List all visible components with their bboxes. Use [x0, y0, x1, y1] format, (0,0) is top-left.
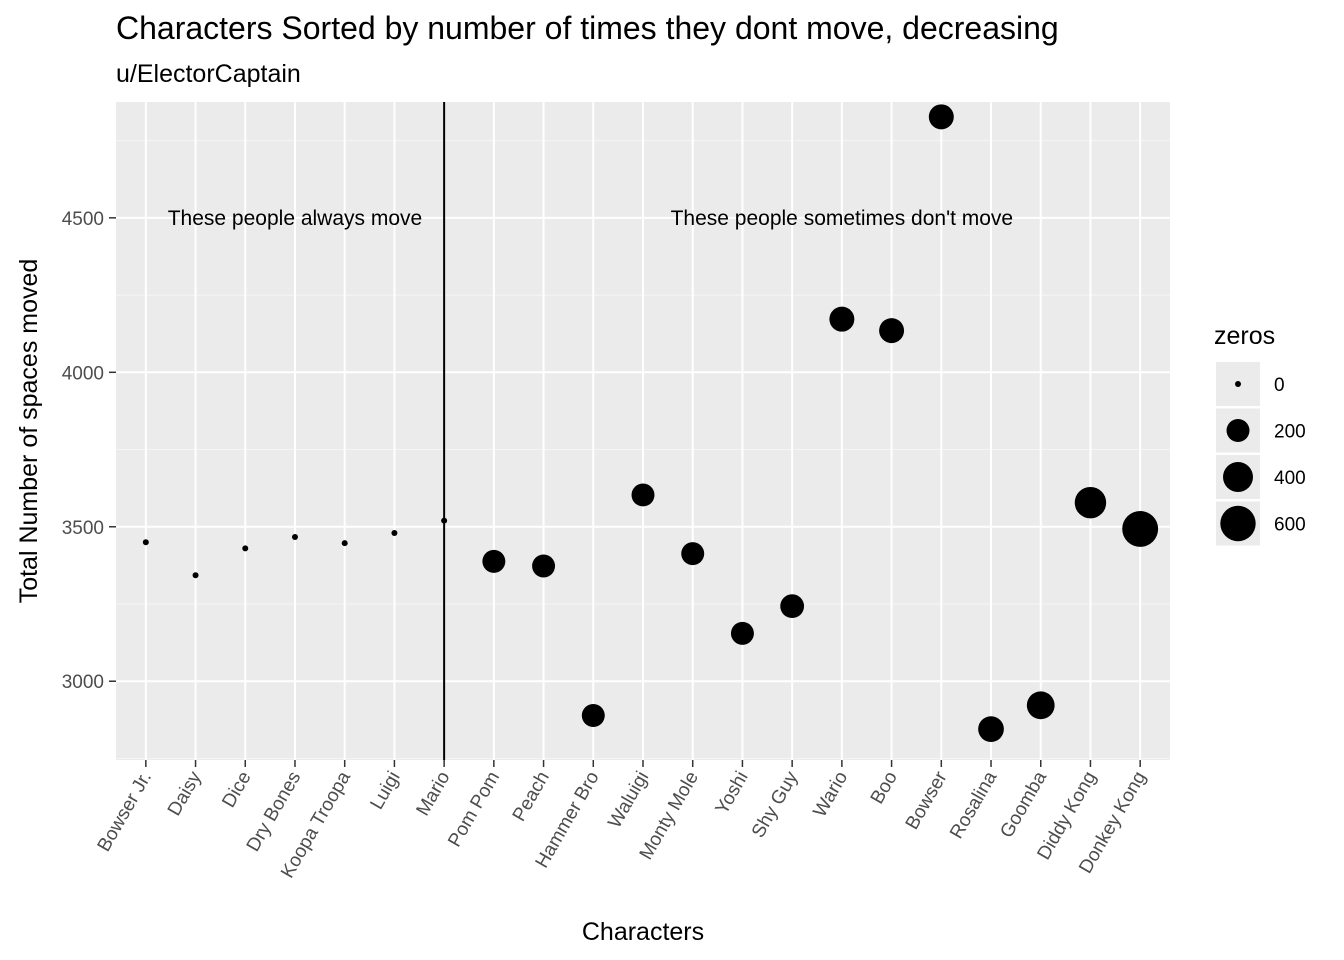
legend-key-point: [1223, 462, 1253, 492]
data-point: [928, 104, 954, 130]
chart-subtitle: u/ElectorCaptain: [116, 60, 301, 88]
data-point: [879, 318, 905, 344]
legend-label: 600: [1274, 515, 1306, 536]
annotation-text: These people always move: [168, 207, 422, 230]
data-point: [192, 572, 199, 579]
x-tick-label: Bowser: [902, 767, 952, 833]
data-points: [142, 104, 1159, 742]
x-tick-label: Boo: [867, 768, 902, 808]
legend-title: zeros: [1214, 322, 1275, 350]
x-tick-label: Dice: [218, 768, 255, 811]
data-point: [391, 529, 398, 536]
size-legend: zeros 0 200 400 600: [1214, 322, 1306, 546]
data-point: [730, 621, 754, 645]
x-tick-label: Daisy: [164, 768, 206, 820]
legend-label: 0: [1274, 375, 1285, 396]
y-tick-label: 4000: [62, 363, 104, 384]
chart-title: Characters Sorted by number of times the…: [116, 10, 1059, 46]
legend-key-point: [1220, 505, 1256, 542]
x-tick-label: Wario: [810, 768, 853, 821]
x-tick-label: Waluigi: [604, 768, 653, 832]
data-point: [681, 542, 705, 566]
data-point: [532, 554, 556, 578]
data-point: [1074, 486, 1107, 519]
data-point: [341, 540, 348, 547]
legend-label: 400: [1274, 468, 1306, 489]
legend-key-point: [1226, 419, 1250, 442]
x-tick-label: Goomba: [996, 768, 1051, 842]
legend-key-point: [1235, 381, 1241, 387]
y-tick-label: 3500: [62, 518, 104, 539]
legend-label: 200: [1274, 422, 1306, 443]
data-point: [978, 716, 1004, 742]
x-tick-label: Shy Guy: [748, 768, 803, 842]
data-point: [441, 517, 448, 524]
x-tick-label: Rosalina: [946, 768, 1001, 843]
x-axis-title: Characters: [582, 918, 704, 946]
y-axis-title: Total Number of spaces moved: [15, 259, 43, 604]
annotation-layer: These people always move These people som…: [168, 207, 1013, 230]
x-tick-label: Peach: [509, 768, 554, 825]
x-tick-label: Mario: [413, 768, 455, 820]
x-tick-label: Luigi: [366, 768, 404, 813]
data-point: [1122, 510, 1159, 547]
y-axis: 3000 3500 4000 4500: [62, 209, 116, 693]
data-point: [829, 306, 855, 332]
x-tick-label: Yoshi: [712, 768, 753, 818]
data-point: [242, 545, 249, 552]
data-point: [142, 539, 149, 546]
y-tick-label: 4500: [62, 209, 104, 230]
y-tick-label: 3000: [62, 672, 104, 693]
x-tick-label: Bowser Jr.: [94, 768, 157, 855]
data-point: [581, 704, 605, 728]
annotation-text: These people sometimes don't move: [671, 207, 1014, 230]
data-point: [1026, 691, 1055, 720]
data-point: [631, 483, 655, 507]
data-point: [291, 533, 298, 540]
data-point: [482, 549, 506, 573]
data-point: [780, 594, 805, 619]
